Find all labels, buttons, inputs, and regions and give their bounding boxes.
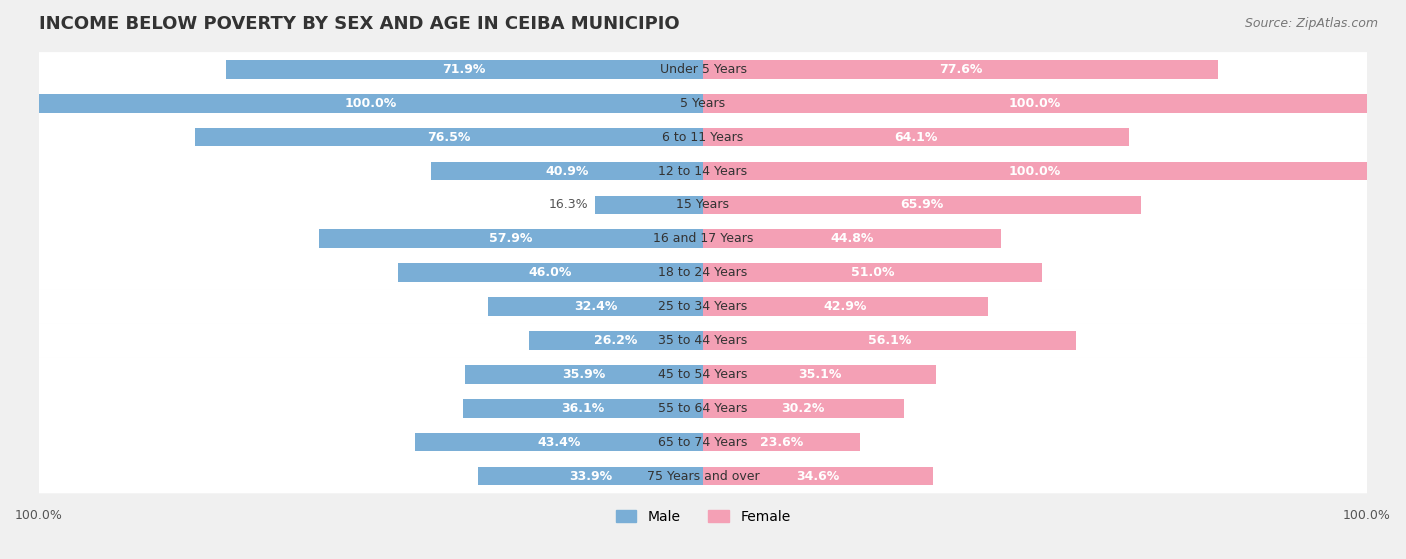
- Text: 35.1%: 35.1%: [797, 368, 841, 381]
- FancyBboxPatch shape: [39, 425, 1367, 459]
- Bar: [488, 297, 703, 316]
- Text: 56.1%: 56.1%: [868, 334, 911, 347]
- Bar: [703, 365, 936, 383]
- Legend: Male, Female: Male, Female: [610, 504, 796, 529]
- Text: 26.2%: 26.2%: [595, 334, 638, 347]
- Text: 51.0%: 51.0%: [851, 266, 894, 279]
- Bar: [398, 263, 703, 282]
- Text: 15 Years: 15 Years: [676, 198, 730, 211]
- Text: 77.6%: 77.6%: [939, 63, 983, 76]
- Bar: [703, 94, 1367, 112]
- Text: 33.9%: 33.9%: [569, 470, 612, 482]
- FancyBboxPatch shape: [39, 459, 1367, 493]
- Bar: [703, 297, 988, 316]
- Text: 100.0%: 100.0%: [344, 97, 396, 110]
- Bar: [432, 162, 703, 181]
- Bar: [478, 467, 703, 485]
- FancyBboxPatch shape: [39, 221, 1367, 256]
- Text: 57.9%: 57.9%: [489, 233, 533, 245]
- Text: 5 Years: 5 Years: [681, 97, 725, 110]
- Bar: [595, 196, 703, 214]
- Text: 32.4%: 32.4%: [574, 300, 617, 313]
- Bar: [703, 196, 1140, 214]
- Text: 76.5%: 76.5%: [427, 131, 471, 144]
- Bar: [415, 433, 703, 452]
- Text: 35.9%: 35.9%: [562, 368, 606, 381]
- Bar: [464, 365, 703, 383]
- FancyBboxPatch shape: [39, 323, 1367, 358]
- Text: 23.6%: 23.6%: [759, 435, 803, 449]
- Text: 6 to 11 Years: 6 to 11 Years: [662, 131, 744, 144]
- Text: 65.9%: 65.9%: [900, 198, 943, 211]
- FancyBboxPatch shape: [39, 52, 1367, 87]
- Bar: [703, 230, 1001, 248]
- Text: 55 to 64 Years: 55 to 64 Years: [658, 402, 748, 415]
- Text: 71.9%: 71.9%: [443, 63, 486, 76]
- Text: 65 to 74 Years: 65 to 74 Years: [658, 435, 748, 449]
- FancyBboxPatch shape: [39, 86, 1367, 121]
- Text: 43.4%: 43.4%: [537, 435, 581, 449]
- Bar: [703, 162, 1367, 181]
- FancyBboxPatch shape: [39, 120, 1367, 154]
- Text: 46.0%: 46.0%: [529, 266, 572, 279]
- Text: Source: ZipAtlas.com: Source: ZipAtlas.com: [1244, 17, 1378, 30]
- Bar: [39, 94, 703, 112]
- Bar: [463, 399, 703, 418]
- Bar: [703, 128, 1129, 146]
- Text: 16.3%: 16.3%: [548, 198, 588, 211]
- Text: 44.8%: 44.8%: [830, 233, 873, 245]
- Text: 75 Years and over: 75 Years and over: [647, 470, 759, 482]
- Text: 100.0%: 100.0%: [1010, 164, 1062, 178]
- Bar: [529, 331, 703, 350]
- Text: 16 and 17 Years: 16 and 17 Years: [652, 233, 754, 245]
- Bar: [703, 399, 904, 418]
- FancyBboxPatch shape: [39, 154, 1367, 188]
- Text: 64.1%: 64.1%: [894, 131, 938, 144]
- Bar: [225, 60, 703, 79]
- Text: 18 to 24 Years: 18 to 24 Years: [658, 266, 748, 279]
- Text: 40.9%: 40.9%: [546, 164, 589, 178]
- Text: 45 to 54 Years: 45 to 54 Years: [658, 368, 748, 381]
- Bar: [703, 263, 1042, 282]
- Bar: [703, 60, 1219, 79]
- Text: 42.9%: 42.9%: [824, 300, 868, 313]
- Bar: [703, 331, 1076, 350]
- Bar: [195, 128, 703, 146]
- Text: 34.6%: 34.6%: [796, 470, 839, 482]
- FancyBboxPatch shape: [39, 357, 1367, 392]
- Text: Under 5 Years: Under 5 Years: [659, 63, 747, 76]
- Bar: [703, 433, 859, 452]
- FancyBboxPatch shape: [39, 255, 1367, 290]
- Text: 35 to 44 Years: 35 to 44 Years: [658, 334, 748, 347]
- Text: 30.2%: 30.2%: [782, 402, 825, 415]
- Text: INCOME BELOW POVERTY BY SEX AND AGE IN CEIBA MUNICIPIO: INCOME BELOW POVERTY BY SEX AND AGE IN C…: [39, 15, 679, 33]
- FancyBboxPatch shape: [39, 290, 1367, 324]
- Bar: [703, 467, 932, 485]
- Text: 12 to 14 Years: 12 to 14 Years: [658, 164, 748, 178]
- FancyBboxPatch shape: [39, 188, 1367, 222]
- Bar: [319, 230, 703, 248]
- FancyBboxPatch shape: [39, 391, 1367, 425]
- Text: 36.1%: 36.1%: [561, 402, 605, 415]
- Text: 100.0%: 100.0%: [1010, 97, 1062, 110]
- Text: 25 to 34 Years: 25 to 34 Years: [658, 300, 748, 313]
